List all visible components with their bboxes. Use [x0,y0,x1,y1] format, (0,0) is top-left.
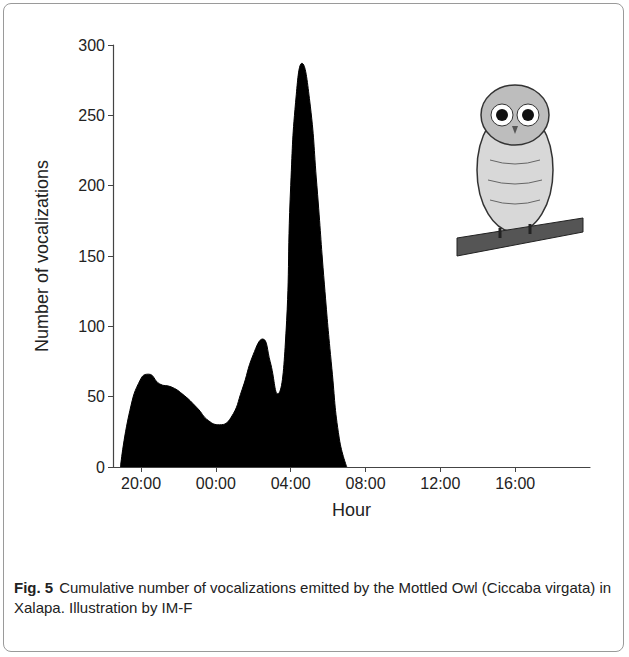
svg-text:250: 250 [78,107,105,124]
svg-text:0: 0 [96,459,105,476]
svg-text:08:00: 08:00 [346,475,386,492]
svg-text:50: 50 [87,388,105,405]
html-text:Fig. 5 Cumulative number of vo: Fig. 5 Cumulative number of vocalization… [14,579,612,616]
svg-text:200: 200 [78,177,105,194]
svg-text:20:00: 20:00 [121,475,161,492]
svg-text:300: 300 [78,37,105,54]
svg-text:100: 100 [78,318,105,335]
svg-text:12:00: 12:00 [420,475,460,492]
svg-text:00:00: 00:00 [196,475,236,492]
svg-text:04:00: 04:00 [271,475,311,492]
svg-text:Number of vocalizations: Number of vocalizations [32,160,52,352]
svg-text:Hour: Hour [332,500,371,520]
svg-text:150: 150 [78,248,105,265]
svg-text:16:00: 16:00 [495,475,535,492]
